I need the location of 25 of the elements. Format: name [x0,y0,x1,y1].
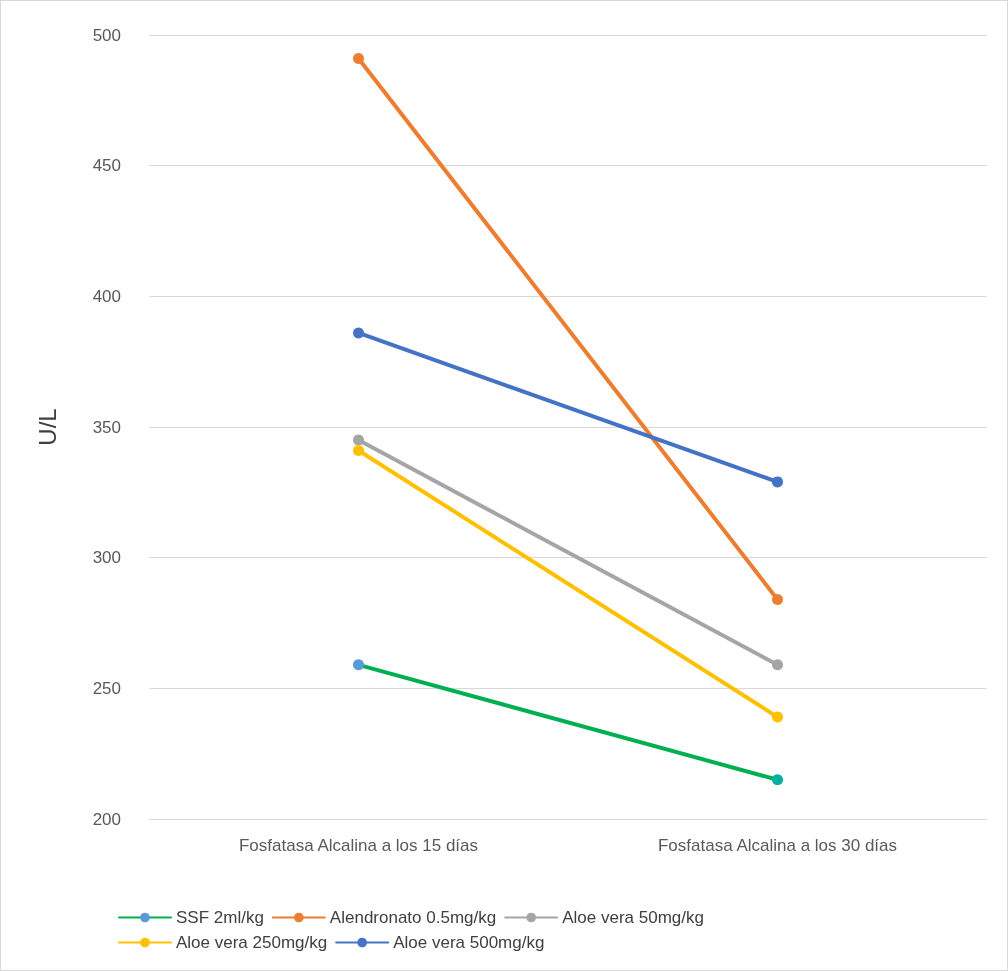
legend-label: Aloe vera 500mg/kg [393,933,545,952]
x-tick-label: Fosfatasa Alcalina a los 15 días [238,836,479,855]
y-tick-label: 500 [92,25,121,45]
point [353,659,364,671]
point [772,659,783,671]
legend-label: Aloe vera 250mg/kg [176,933,328,952]
y-axis-title: U/L [33,408,61,446]
y-tick-label: 350 [92,417,121,437]
y-tick-label: 200 [92,809,121,829]
point [772,593,783,605]
y-tick-label: 250 [92,678,121,698]
y-tick-label: 300 [92,548,121,568]
legend-label: SSF 2ml/kg [176,908,264,927]
point [353,327,364,339]
x-tick-label: Fosfatasa Alcalina a los 30 días [657,836,898,855]
legend-label: Alendronato 0.5mg/kg [329,908,497,927]
point [772,711,783,723]
legend-label: Aloe vera 50mg/kg [562,908,704,927]
point [772,774,783,786]
point [353,445,364,457]
y-tick-label: 450 [92,156,121,176]
point [772,476,783,488]
point [353,53,364,65]
point [353,434,364,446]
y-tick-label: 400 [92,286,121,306]
